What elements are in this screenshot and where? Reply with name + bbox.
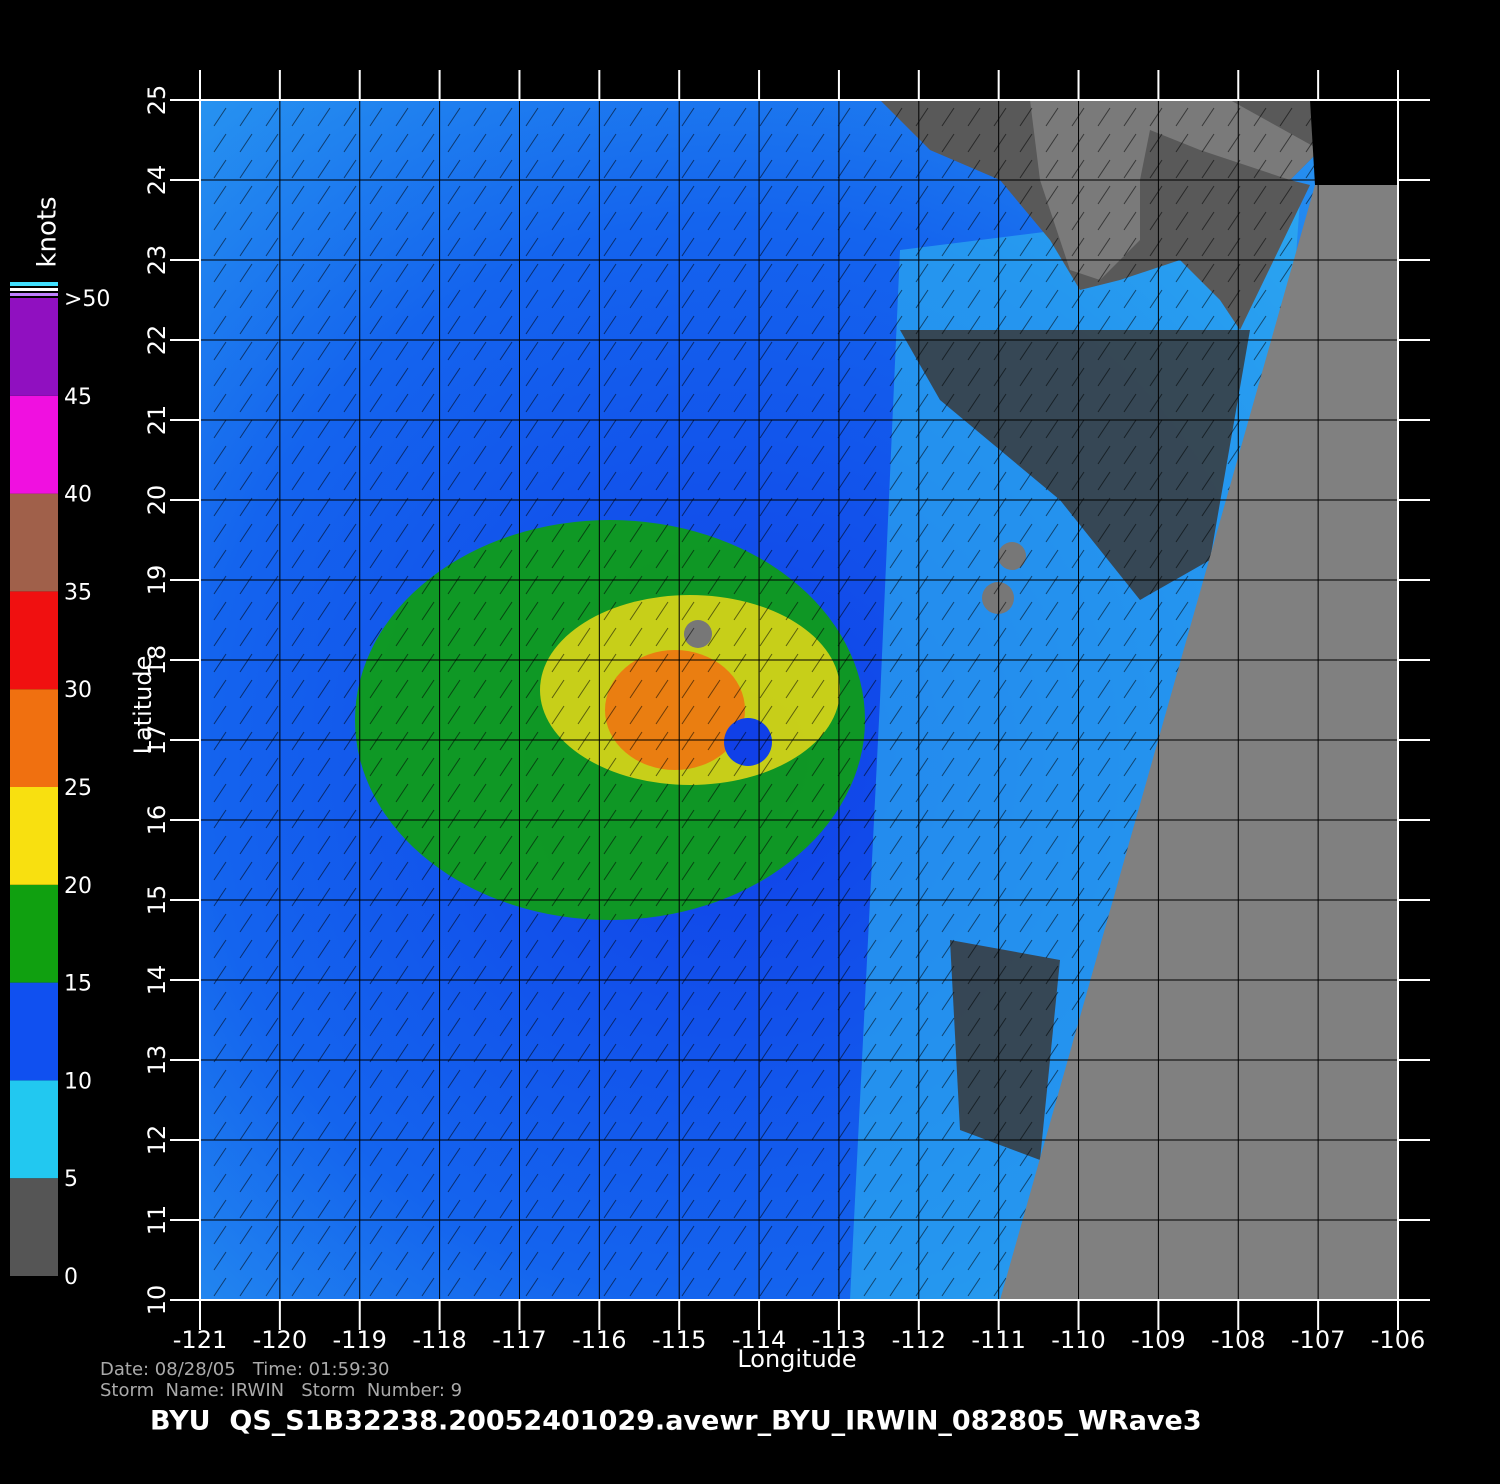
colorbar-cap [10, 282, 58, 286]
x-tick-label: -116 [572, 1326, 626, 1354]
x-tick-label: -107 [1291, 1326, 1345, 1354]
colorbar-segment [10, 1080, 58, 1179]
colorbar-title: knots [33, 196, 63, 267]
file-name: BYU QS_S1B32238.20052401029.avewr_BYU_IR… [150, 1406, 1202, 1437]
colorbar-segment [10, 591, 58, 690]
x-tick-label: -121 [173, 1326, 227, 1354]
x-tick-label: -111 [971, 1326, 1025, 1354]
x-tick-label: -108 [1211, 1326, 1265, 1354]
y-tick-label: 22 [143, 325, 171, 356]
colorbar-label: >50 [64, 287, 110, 312]
x-tick-label: -119 [332, 1326, 386, 1354]
colorbar-label: 10 [64, 1069, 92, 1094]
date-line: Date: 08/28/05 Time: 01:59:30 [100, 1359, 390, 1380]
outside-frame [1310, 100, 1398, 185]
x-tick-label: -118 [412, 1326, 466, 1354]
x-tick-label: -109 [1131, 1326, 1185, 1354]
y-tick-label: 21 [143, 405, 171, 436]
colorbar-label: 35 [64, 580, 92, 605]
y-tick-label: 14 [143, 965, 171, 996]
colorbar-segment [10, 493, 58, 592]
plot-frame [199, 99, 1399, 1301]
colorbar-segment [10, 298, 58, 396]
map-field [200, 100, 1398, 1300]
y-tick-label: 18 [143, 645, 171, 676]
no-data-swath [1000, 100, 1398, 1300]
x-tick-label: -120 [253, 1326, 307, 1354]
y-tick-label: 17 [143, 725, 171, 756]
x-axis-label: Longitude [737, 1345, 856, 1373]
y-tick-label: 23 [143, 245, 171, 276]
y-tick-label: 11 [143, 1205, 171, 1236]
colorbar-label: 0 [64, 1265, 78, 1290]
x-tick-label: -106 [1371, 1326, 1425, 1354]
colorbar-label: 30 [64, 678, 92, 703]
colorbar-segment [10, 689, 58, 787]
storm-line: Storm Name: IRWIN Storm Number: 9 [100, 1380, 462, 1401]
colorbar-segment [10, 787, 58, 885]
x-tick-label: -115 [652, 1326, 706, 1354]
colorbar-segment [10, 395, 58, 494]
y-tick-label: 24 [143, 165, 171, 196]
y-tick-label: 20 [143, 485, 171, 516]
colorbar-segment [10, 982, 58, 1081]
x-tick-label: -110 [1051, 1326, 1105, 1354]
y-tick-label: 25 [143, 85, 171, 116]
x-tick-label: -114 [732, 1326, 786, 1354]
x-tick-label: -112 [892, 1326, 946, 1354]
ticks: -121 -120 -119 -118 -117 -116 -115 -114 -113 -112… [143, 70, 1430, 1354]
colorbar-label: 40 [64, 483, 92, 508]
y-tick-label: 19 [143, 565, 171, 596]
colorbar-segment [10, 1178, 58, 1276]
colorbar-label: 20 [64, 874, 92, 899]
y-axis-label: Latitude [129, 656, 157, 755]
x-tick-label: -117 [492, 1326, 546, 1354]
colorbar-label: 25 [64, 776, 92, 801]
colorbar-cap [10, 288, 58, 291]
y-tick-label: 15 [143, 885, 171, 916]
colorbar-segment [10, 884, 58, 983]
y-tick-label: 12 [143, 1125, 171, 1156]
colorbar-label: 5 [64, 1167, 78, 1192]
y-tick-label: 10 [143, 1285, 171, 1316]
colorbar-cap [10, 293, 58, 296]
x-tick-label: -113 [812, 1326, 866, 1354]
colorbar-label: 45 [64, 385, 92, 410]
y-tick-label: 16 [143, 805, 171, 836]
y-tick-label: 13 [143, 1045, 171, 1076]
colorbar: 0 5 10 15 20 25 30 35 40 45 >50 [10, 282, 110, 1290]
colorbar-label: 15 [64, 972, 92, 997]
